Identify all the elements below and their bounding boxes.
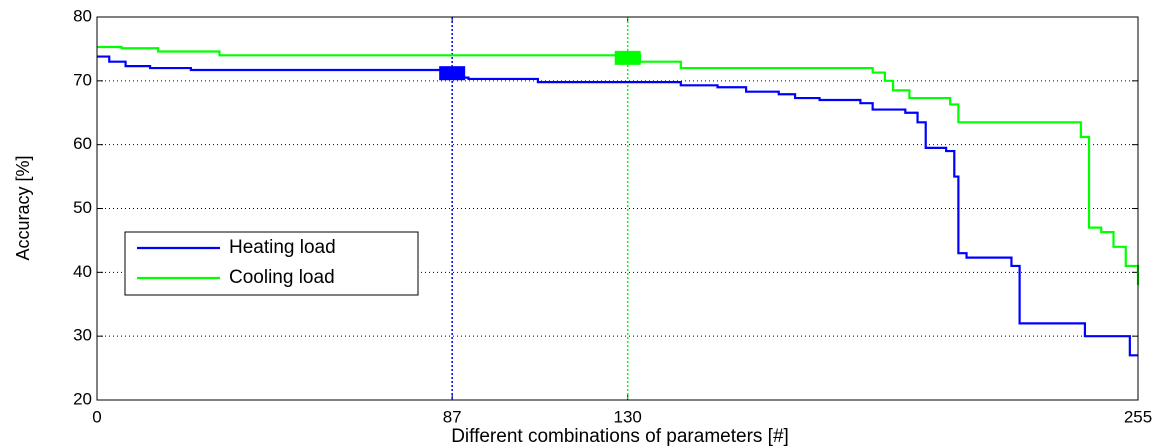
y-tick-label: 40	[73, 262, 92, 281]
y-axis-label: Accuracy [%]	[13, 155, 33, 260]
y-tick-label: 20	[73, 389, 92, 408]
y-tick-label: 70	[73, 70, 92, 89]
legend-label: Cooling load	[229, 267, 335, 288]
x-tick-label: 87	[443, 407, 462, 426]
x-tick-label: 0	[92, 407, 101, 426]
y-tick-label: 30	[73, 326, 92, 345]
legend-box	[124, 231, 419, 296]
x-tick-label: 255	[1124, 407, 1152, 426]
legend-label: Heating load	[229, 237, 336, 258]
y-tick-label: 80	[73, 6, 92, 25]
y-tick-label: 50	[73, 198, 92, 217]
y-tick-label: 60	[73, 134, 92, 153]
marker	[614, 50, 641, 65]
series-line	[97, 45, 1140, 286]
marker	[439, 66, 466, 81]
series-line	[97, 55, 1138, 357]
plot-frame	[96, 16, 1139, 401]
x-axis-label: Different combinations of parameters [#]	[451, 426, 789, 447]
x-tick-label: 130	[614, 407, 642, 426]
